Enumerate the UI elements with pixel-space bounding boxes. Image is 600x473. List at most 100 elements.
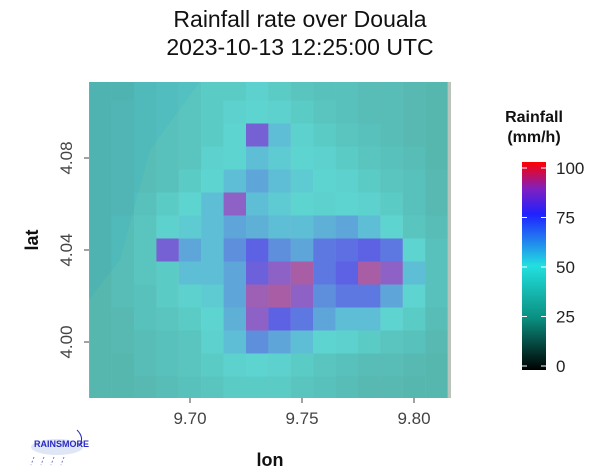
heatmap-cell [335,215,358,239]
heatmap-cell [89,100,112,124]
heatmap-cell [335,353,358,377]
heatmap-cell [156,330,179,354]
heatmap-cell [89,238,112,262]
heatmap-cell [380,169,403,193]
heatmap-cell [268,353,291,377]
heatmap-cell [246,238,269,262]
heatmap-cell [246,192,269,216]
heatmap-cell [402,261,426,285]
heatmap-cell [268,330,291,354]
heatmap-cell [201,82,224,101]
heatmap-cell [201,376,224,398]
heatmap-cell [178,123,202,147]
heatmap-cell [358,353,381,377]
heatmap-cell [89,261,112,285]
heatmap-cell [246,100,269,124]
heatmap-cell [313,307,336,331]
heatmap-cell [290,82,314,101]
heatmap-cell [156,192,179,216]
heatmap-cell [201,261,224,285]
heatmap-cell [290,100,314,124]
heatmap-cell [268,376,291,398]
heatmap-cell [268,261,291,285]
heatmap-cell [358,192,381,216]
heatmap-cell [246,215,269,239]
heatmap-cell [358,100,381,124]
heatmap-cell [335,307,358,331]
heatmap-cell [134,192,157,216]
heatmap-cell [290,169,314,193]
colorbar-tick-label: 100 [556,159,584,178]
heatmap-cell [111,146,134,170]
heatmap-cell [380,100,403,124]
heatmap-cell [425,238,448,262]
heatmap-cell [223,376,246,398]
heatmap-cell [268,192,291,216]
heatmap-cell [402,192,426,216]
heatmap-cell [313,100,336,124]
heatmap-cell [156,123,179,147]
heatmap-cell [223,238,246,262]
heatmap-cell [335,123,358,147]
heatmap-cell [246,169,269,193]
heatmap-cell [111,376,134,398]
heatmap-cell [313,330,336,354]
heatmap-cell [358,261,381,285]
heatmap-cell [156,284,179,308]
heatmap-cell [268,123,291,147]
heatmap-cell [402,307,426,331]
heatmap-cell [201,353,224,377]
heatmap-cell [201,330,224,354]
heatmap-cell [268,169,291,193]
heatmap-cell [313,169,336,193]
heatmap-cell [290,215,314,239]
heatmap-cell [89,123,112,147]
heatmap-cell [89,192,112,216]
heatmap-cell [290,353,314,377]
heatmap-cell [134,238,157,262]
heatmap-cell [156,100,179,124]
heatmap-cell [178,215,202,239]
heatmap-cell [201,215,224,239]
heatmap-cell [425,192,448,216]
heatmap-cell [290,330,314,354]
heatmap-cell [111,100,134,124]
heatmap-cell [223,261,246,285]
heatmap-cell [380,123,403,147]
heatmap-cell [178,307,202,331]
heatmap-cell [313,376,336,398]
heatmap-cell [358,123,381,147]
heatmap-cell [335,169,358,193]
heatmap-cell [402,169,426,193]
heatmap-cell [156,215,179,239]
heatmap-cell [268,100,291,124]
heatmap-cell [246,146,269,170]
heatmap-cell [111,215,134,239]
heatmap-cell [335,330,358,354]
heatmap-cell [380,353,403,377]
heatmap-cell [156,261,179,285]
heatmap-cell [290,261,314,285]
heatmap-cell [402,123,426,147]
heatmap-cell [425,307,448,331]
heatmap-cell [268,307,291,331]
heatmap-cell [290,376,314,398]
heatmap-cell [380,82,403,101]
heatmap-cell [246,82,269,101]
heatmap-cell [156,146,179,170]
colorbar [522,162,546,370]
heatmap-cell [290,284,314,308]
heatmap-cell [335,100,358,124]
heatmap-cell [223,353,246,377]
x-axis-label: lon [257,450,284,470]
heatmap-cell [290,307,314,331]
heatmap-cell [380,215,403,239]
heatmap-cell [111,330,134,354]
heatmap-cell [156,82,179,101]
heatmap-cell [89,376,112,398]
heatmap-cell [178,192,202,216]
heatmap-cell [178,238,202,262]
heatmap-cell [335,192,358,216]
y-axis-label: lat [22,229,42,250]
heatmap-cell [425,376,448,398]
